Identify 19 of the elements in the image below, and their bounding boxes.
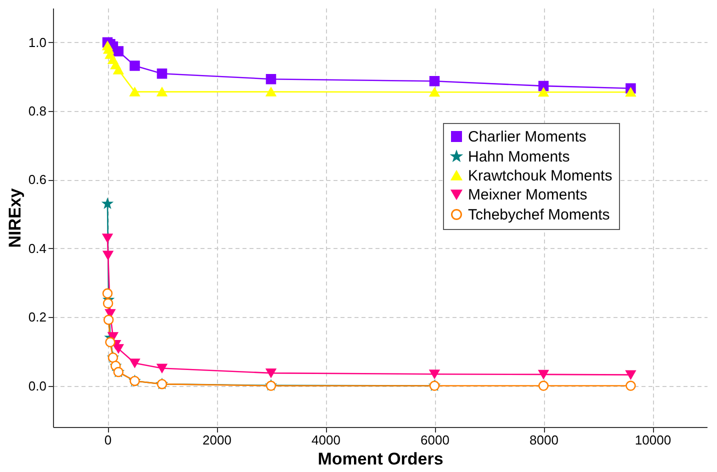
y-tick-label: 0.6 bbox=[28, 172, 46, 188]
x-tick-label: 0 bbox=[104, 432, 112, 448]
y-tick-label: 0.4 bbox=[28, 240, 46, 256]
legend-label: Tchebychef Moments bbox=[468, 206, 610, 224]
x-tick-label: 8000 bbox=[530, 432, 558, 448]
x-axis-title: Moment Orders bbox=[318, 450, 444, 468]
legend-label: Hahn Moments bbox=[468, 148, 570, 166]
y-tick-label: 0.0 bbox=[28, 378, 46, 394]
y-tick-label: 0.8 bbox=[28, 104, 46, 119]
legend-label: Charlier Moments bbox=[468, 128, 586, 146]
y-tick-label: 0.2 bbox=[28, 310, 46, 325]
y-tick-label: 1.0 bbox=[28, 34, 46, 50]
legend-label: Krawtchouk Moments bbox=[468, 168, 612, 184]
x-tick-label: 10000 bbox=[634, 432, 672, 448]
x-tick-label: 2000 bbox=[202, 432, 232, 448]
legend-label: Meixner Moments bbox=[468, 186, 588, 204]
x-tick-label: 6000 bbox=[420, 432, 450, 448]
y-axis-title: NIRExy bbox=[5, 188, 24, 248]
x-tick-label: 4000 bbox=[312, 432, 340, 448]
